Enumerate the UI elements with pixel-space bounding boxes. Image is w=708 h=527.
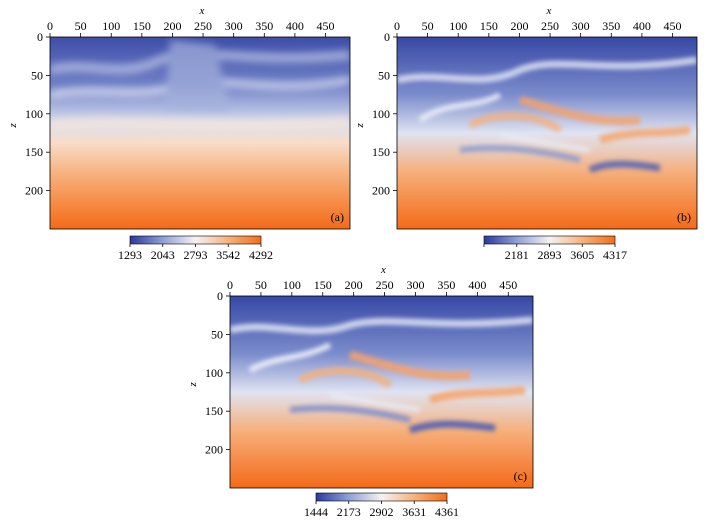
x-tick-label-a: 50 [75,19,87,33]
heatmap-b [397,37,697,229]
y-tick-label-c: 50 [211,327,223,341]
y-tick-label-a: 0 [37,30,43,44]
plot-frame-a [49,36,351,230]
x-tick-label-a: 100 [102,19,120,33]
x-axis-label-c: x [380,264,386,276]
x-tick-label-b: 300 [572,19,590,33]
colorbar-b [483,235,616,245]
y-tick-label-b: 0 [384,30,390,44]
x-tick-label-a: 350 [255,19,273,33]
y-axis-label-a: z [7,122,19,128]
x-tick-label-c: 100 [283,278,301,292]
x-tick-label-c: 50 [255,278,267,292]
x-tick-label-b: 200 [510,19,528,33]
colorbar-tick-label-b: 2893 [538,248,562,262]
x-tick-label-c: 0 [227,278,233,292]
x-tick-label-c: 150 [314,278,332,292]
colorbar-tick-label-c: 3631 [402,505,426,519]
x-tick-label-b: 0 [394,19,400,33]
heatmap-a [50,37,350,229]
x-tick-label-b: 400 [633,19,651,33]
x-tick-label-c: 300 [407,278,425,292]
x-axis-label-a: x [199,5,205,17]
x-tick-label-b: 450 [664,19,682,33]
x-tick-label-c: 400 [468,278,486,292]
x-tick-label-a: 250 [194,19,212,33]
colorbar-tick-label-c: 2902 [370,505,394,519]
panel-label-c: (c) [514,469,527,483]
colorbar-c [315,492,448,502]
x-tick-label-a: 300 [225,19,243,33]
panel-label-a: (a) [331,210,344,224]
x-tick-label-c: 200 [345,278,363,292]
colorbar-tick-label-b: 2181 [505,248,529,262]
plot-frame-c [229,295,534,489]
colorbar-tick-label-c: 4361 [435,505,459,519]
x-tick-label-b: 100 [449,19,467,33]
y-tick-label-a: 150 [25,145,43,159]
colorbar-tick-label-a: 4292 [249,248,273,262]
x-tick-label-a: 450 [317,19,335,33]
colorbar-tick-label-c: 1444 [304,505,328,519]
x-tick-label-a: 150 [133,19,151,33]
y-tick-label-a: 100 [25,107,43,121]
y-tick-label-b: 50 [378,68,390,82]
y-tick-label-c: 150 [205,404,223,418]
colorbar-tick-label-a: 2793 [184,248,208,262]
y-tick-label-c: 0 [217,289,223,303]
y-tick-label-c: 200 [205,443,223,457]
x-tick-label-c: 350 [437,278,455,292]
y-tick-label-b: 150 [372,145,390,159]
colorbar-tick-label-a: 1293 [118,248,142,262]
x-tick-label-a: 400 [286,19,304,33]
x-tick-label-b: 50 [422,19,434,33]
colorbar-tick-label-b: 4317 [603,248,627,262]
y-axis-label-c: z [187,381,199,387]
colorbar-a [129,235,262,245]
colorbar-tick-label-a: 3542 [216,248,240,262]
x-tick-label-b: 350 [602,19,620,33]
heatmap-c [230,296,533,488]
x-tick-label-c: 250 [376,278,394,292]
y-tick-label-b: 100 [372,107,390,121]
panel-label-b: (b) [677,210,691,224]
x-tick-label-c: 450 [499,278,517,292]
x-tick-label-a: 200 [163,19,181,33]
y-axis-label-b: z [354,122,366,128]
colorbar-tick-label-c: 2173 [337,505,361,519]
y-tick-label-c: 100 [205,366,223,380]
colorbar-tick-label-a: 2043 [151,248,175,262]
x-tick-label-b: 250 [541,19,559,33]
y-tick-label-b: 200 [372,184,390,198]
x-axis-label-b: x [546,5,552,17]
y-tick-label-a: 200 [25,184,43,198]
colorbar-tick-label-b: 3605 [570,248,594,262]
y-tick-label-a: 50 [31,68,43,82]
x-tick-label-a: 0 [47,19,53,33]
x-tick-label-b: 150 [480,19,498,33]
chart-annotations: 0 50 100 150 200 250 300 350 400 450 0 50 100 150 200 x… [7,5,691,519]
plot-frame-b [396,36,698,230]
